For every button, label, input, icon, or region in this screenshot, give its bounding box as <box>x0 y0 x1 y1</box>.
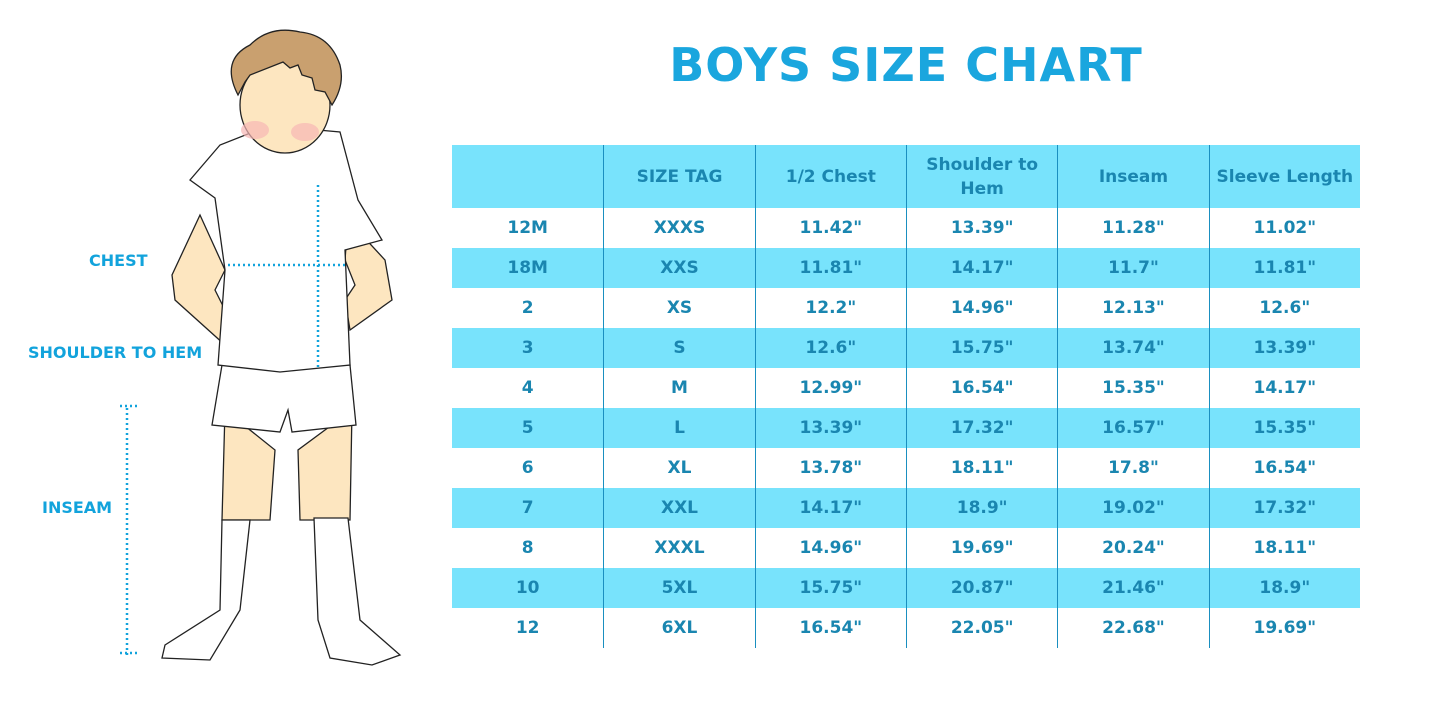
table-row: 4 M 12.99" 16.54" 15.35" 14.17" <box>452 368 1360 408</box>
boy-measurement-illustration <box>120 29 402 666</box>
table-cell: 11.7" <box>1057 248 1208 288</box>
table-cell: 12.99" <box>754 368 906 408</box>
table-cell: XXS <box>603 248 754 288</box>
table-cell: 19.69" <box>1208 608 1360 648</box>
table-cell: M <box>603 368 754 408</box>
age-cell: 4 <box>521 378 534 398</box>
table-row: 7 XXL 14.17" 18.9" 19.02" 17.32" <box>452 488 1360 528</box>
age-cell: 12M <box>507 218 548 238</box>
table-cell: 14.96" <box>754 528 906 568</box>
table-cell: 13.74" <box>1057 328 1208 368</box>
table-header-row: SIZE TAG 1/2 Chest Shoulder to Hem Inseam Sl… <box>452 145 1360 208</box>
table-cell: 5XL <box>603 568 754 608</box>
table-cell: 20.87" <box>905 568 1057 608</box>
table-cell: 19.69" <box>905 528 1057 568</box>
table-row: 18M XXS 11.81" 14.17" 11.7" 11.81" <box>452 248 1360 288</box>
table-cell: 18.11" <box>905 448 1057 488</box>
table-cell: 14.17" <box>754 488 906 528</box>
table-cell: XXXL <box>603 528 754 568</box>
age-cell: 6 <box>521 458 534 478</box>
table-row: 10 5XL 15.75" 20.87" 21.46" 18.9" <box>452 568 1360 608</box>
table-cell: 17.32" <box>1208 488 1360 528</box>
table-cell: 15.75" <box>905 328 1057 368</box>
table-cell: XXXS <box>603 208 754 248</box>
column-header: SIZE TAG <box>603 145 754 208</box>
table-cell: 16.54" <box>905 368 1057 408</box>
table-cell: L <box>603 408 754 448</box>
column-header: Inseam <box>1057 145 1208 208</box>
age-cell: 5 <box>521 418 534 438</box>
table-cell: 16.54" <box>754 608 906 648</box>
table-cell: 15.35" <box>1057 368 1208 408</box>
column-header <box>452 145 603 208</box>
table-cell: 11.81" <box>1208 248 1360 288</box>
column-header: Sleeve Length <box>1208 145 1360 208</box>
inseam-label: INSEAM <box>42 498 113 517</box>
table-cell: 17.32" <box>905 408 1057 448</box>
table-cell: 17.8" <box>1057 448 1208 488</box>
table-cell: 18.11" <box>1208 528 1360 568</box>
age-cell: 12 <box>515 618 540 638</box>
table-row: 3 S 12.6" 15.75" 13.74" 13.39" <box>452 328 1360 368</box>
table-cell: 22.68" <box>1057 608 1208 648</box>
table-cell: 18.9" <box>1208 568 1360 608</box>
table-cell: XS <box>603 288 754 328</box>
table-cell: 6XL <box>603 608 754 648</box>
table-cell: 13.78" <box>754 448 906 488</box>
table-cell: XL <box>603 448 754 488</box>
table-cell: 12.13" <box>1057 288 1208 328</box>
table-row: 2 XS 12.2" 14.96" 12.13" 12.6" <box>452 288 1360 328</box>
size-table: SIZE TAG 1/2 Chest Shoulder to Hem Inseam Sl… <box>452 145 1360 648</box>
table-cell: 20.24" <box>1057 528 1208 568</box>
table-cell: 16.54" <box>1208 448 1360 488</box>
table-row: 12 6XL 16.54" 22.05" 22.68" 19.69" <box>452 608 1360 648</box>
table-cell: 12.6" <box>754 328 906 368</box>
age-cell: 7 <box>521 498 534 518</box>
table-cell: 21.46" <box>1057 568 1208 608</box>
table-cell: 13.39" <box>754 408 906 448</box>
table-cell: S <box>603 328 754 368</box>
table-row: 12M XXXS 11.42" 13.39" 11.28" 11.02" <box>452 208 1360 248</box>
column-header: Shoulder to Hem <box>905 145 1057 208</box>
table-cell: 15.35" <box>1208 408 1360 448</box>
age-cell: 3 <box>521 338 534 358</box>
column-header: 1/2 Chest <box>754 145 906 208</box>
age-cell: 18M <box>507 258 548 278</box>
table-cell: 14.96" <box>905 288 1057 328</box>
age-cell: 2 <box>521 298 534 318</box>
table-cell: 19.02" <box>1057 488 1208 528</box>
table-row: 6 XL 13.78" 18.11" 17.8" 16.54" <box>452 448 1360 488</box>
table-row: 5 L 13.39" 17.32" 16.57" 15.35" <box>452 408 1360 448</box>
table-cell: 12.2" <box>754 288 906 328</box>
chart-title: BOYS SIZE CHART <box>669 38 1143 92</box>
table-cell: 11.81" <box>754 248 906 288</box>
shoulder-to-hem-label: SHOULDER TO HEM <box>28 343 203 362</box>
table-cell: 18.9" <box>905 488 1057 528</box>
table-cell: 11.02" <box>1208 208 1360 248</box>
table-cell: 15.75" <box>754 568 906 608</box>
table-cell: 14.17" <box>905 248 1057 288</box>
table-cell: 11.28" <box>1057 208 1208 248</box>
table-cell: 16.57" <box>1057 408 1208 448</box>
table-cell: 11.42" <box>754 208 906 248</box>
age-cell: 8 <box>521 538 534 558</box>
table-row: 8 XXXL 14.96" 19.69" 20.24" 18.11" <box>452 528 1360 568</box>
table-cell: 14.17" <box>1208 368 1360 408</box>
chest-label: CHEST <box>89 251 148 270</box>
table-cell: 13.39" <box>1208 328 1360 368</box>
age-cell: 10 <box>515 578 540 598</box>
table-cell: XXL <box>603 488 754 528</box>
table-cell: 22.05" <box>905 608 1057 648</box>
table-cell: 13.39" <box>905 208 1057 248</box>
table-cell: 12.6" <box>1208 288 1360 328</box>
